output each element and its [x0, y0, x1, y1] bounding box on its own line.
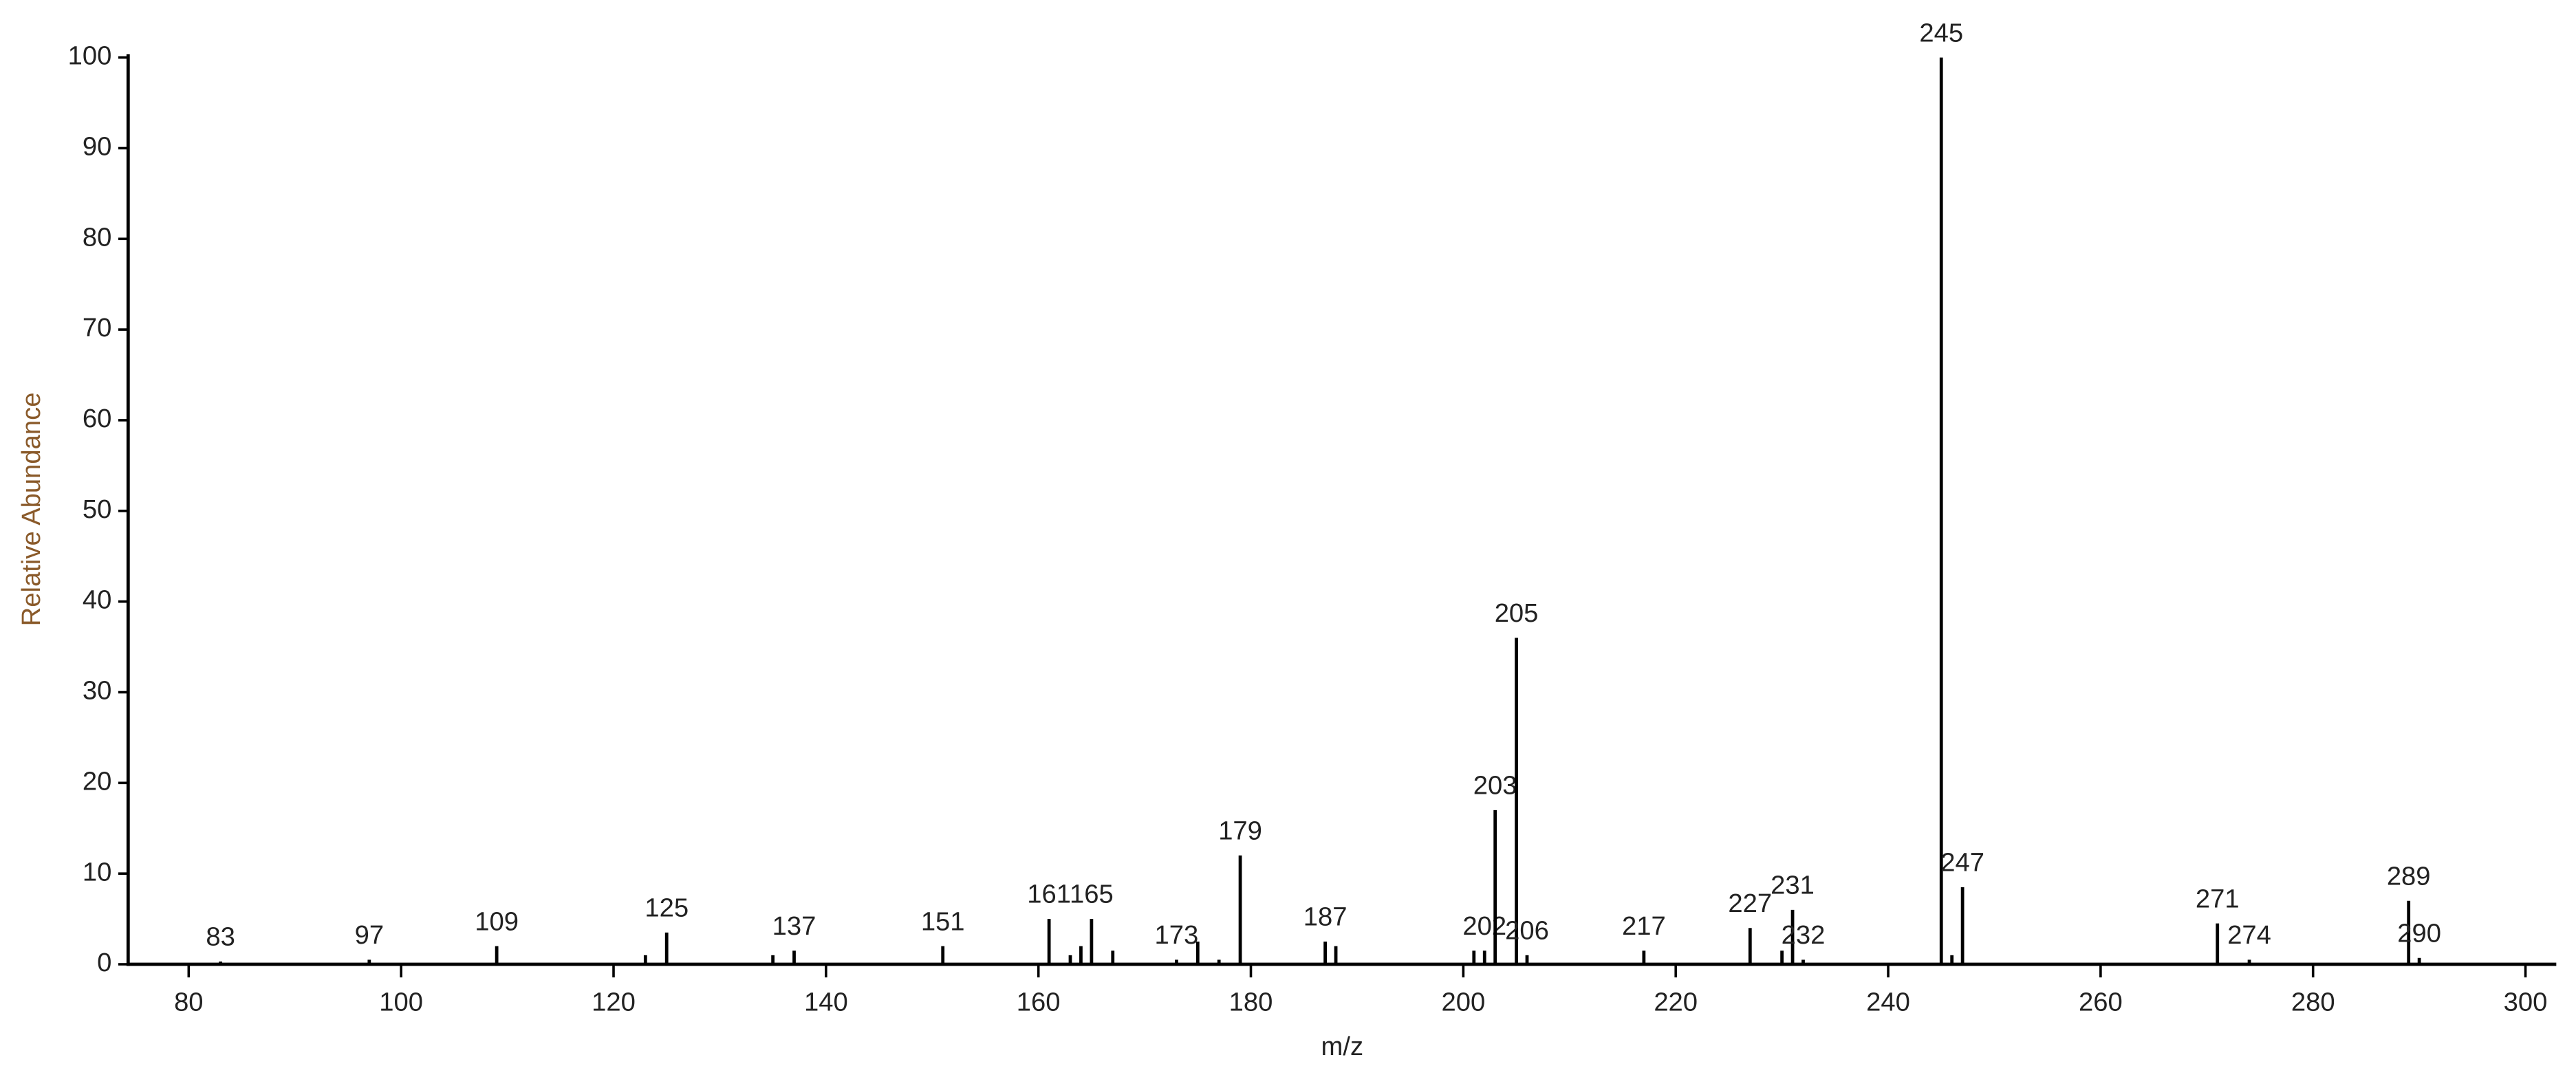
peak-label: 202 [1462, 911, 1506, 941]
x-tick-label: 300 [2504, 987, 2548, 1017]
x-tick-label: 240 [1866, 987, 1910, 1017]
x-tick-label: 160 [1017, 987, 1061, 1017]
x-axis-label: m/z [1321, 1032, 1364, 1061]
peak-label: 232 [1782, 920, 1826, 950]
x-tick-label: 120 [592, 987, 636, 1017]
peak-label: 97 [355, 920, 385, 950]
y-tick-label: 30 [83, 676, 112, 706]
y-tick-label: 0 [97, 948, 111, 977]
peak-label: 179 [1218, 816, 1262, 845]
y-tick-label: 70 [83, 313, 112, 343]
y-tick-label: 20 [83, 766, 112, 796]
peak-label: 137 [772, 911, 816, 941]
x-tick-label: 280 [2291, 987, 2335, 1017]
peak-label: 205 [1495, 598, 1539, 628]
peak-label: 245 [1919, 18, 1963, 47]
peak-label: 206 [1505, 915, 1549, 945]
y-tick-label: 40 [83, 585, 112, 615]
peak-label: 161 [1027, 880, 1071, 909]
y-tick-label: 50 [83, 495, 112, 524]
x-tick-label: 200 [1441, 987, 1485, 1017]
peak-label: 187 [1303, 902, 1347, 932]
x-tick-label: 140 [804, 987, 848, 1017]
peak-label: 290 [2397, 918, 2441, 948]
peak-label: 247 [1940, 848, 1984, 878]
peak-label: 271 [2196, 884, 2240, 913]
peak-label: 217 [1622, 911, 1666, 941]
y-tick-label: 90 [83, 132, 112, 162]
x-tick-label: 260 [2079, 987, 2123, 1017]
y-tick-label: 60 [83, 404, 112, 433]
y-tick-label: 10 [83, 857, 112, 887]
peak-label: 151 [921, 906, 965, 936]
peak-label: 109 [475, 906, 519, 936]
peak-label: 227 [1728, 889, 1772, 918]
peak-label: 289 [2387, 861, 2431, 891]
peak-label: 231 [1771, 871, 1815, 900]
peak-label: 173 [1155, 920, 1199, 950]
y-tick-label: 100 [68, 41, 112, 71]
peak-label: 203 [1473, 771, 1517, 801]
peak-label: 165 [1070, 880, 1114, 909]
y-axis-label: Relative Abundance [17, 392, 46, 626]
y-tick-label: 80 [83, 222, 112, 252]
x-tick-label: 180 [1229, 987, 1273, 1017]
x-tick-label: 220 [1654, 987, 1698, 1017]
peak-label: 83 [206, 922, 235, 952]
x-tick-label: 80 [174, 987, 203, 1017]
peak-label: 125 [645, 893, 689, 923]
peak-label: 274 [2227, 920, 2271, 950]
x-tick-label: 100 [379, 987, 423, 1017]
